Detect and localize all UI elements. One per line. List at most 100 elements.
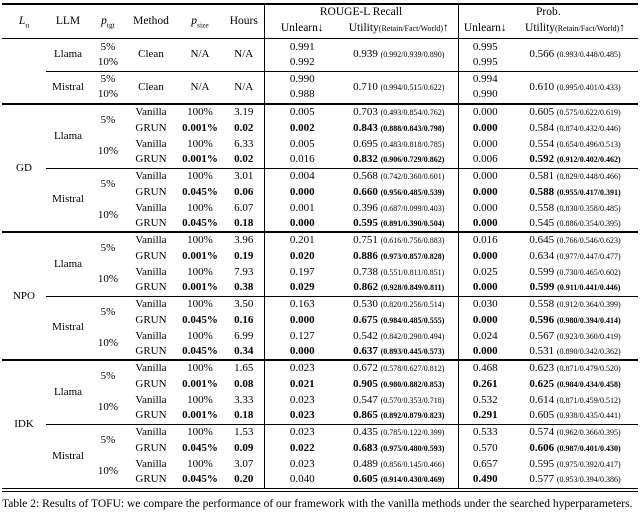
psize-cell: 0.045%	[176, 184, 224, 200]
utility-detail: (0.891/0.390/0.504)	[380, 219, 445, 228]
rouge-utility-cell: 0.595 (0.891/0.390/0.504)	[340, 216, 458, 232]
unlearn-value: 0.197	[289, 265, 315, 278]
method-label: Clean	[138, 80, 164, 93]
unlearn-value: 0.016	[289, 153, 315, 166]
psize-cell: 100%	[176, 328, 224, 344]
method-cell: Vanilla	[126, 456, 176, 472]
method-label: Vanilla	[135, 425, 167, 438]
prob-utility-cell: 0.599 (0.911/0.441/0.446)	[512, 280, 638, 296]
psize-value: 0.045%	[182, 473, 218, 486]
col-rouge-unlearn: Unlearn↓	[263, 20, 340, 38]
unlearn-value: 0.023	[289, 409, 315, 422]
table-row: Llama 5% 10% Clean N/A N/A 0.991 0.992 0.939 (0.…	[2, 38, 638, 71]
unlearn-value: 0.001	[289, 201, 315, 214]
hours-cell: 0.02	[224, 152, 264, 168]
prob-unlearn-cell: 0.000	[457, 344, 513, 360]
utility-detail: (0.928/0.849/0.811)	[380, 283, 445, 293]
utility-value: 0.568	[353, 169, 378, 182]
method-label: Vanilla	[135, 297, 167, 310]
utility-detail: (0.973/0.857/0.828)	[380, 251, 445, 261]
rouge-unlearn-cell: 0.197	[263, 264, 340, 280]
hours-cell: N/A	[224, 38, 264, 71]
rouge-utility-cell: 0.843 (0.888/0.843/0.798)	[340, 120, 458, 136]
prob-unlearn-cell: 0.291	[457, 408, 513, 424]
utility-value: 0.614	[529, 393, 555, 406]
unlearn-value: 0.000	[472, 137, 498, 150]
unlearn-value: 0.291	[472, 409, 498, 422]
psize-cell: 0.045%	[176, 344, 224, 360]
utility-detail: (0.871/0.479/0.520)	[556, 364, 621, 373]
method-label: GRUN	[135, 281, 167, 294]
utility-value: 0.605	[353, 473, 378, 486]
unlearn-value: 0.570	[472, 441, 498, 454]
rouge-utility-cell: 0.751 (0.616/0.756/0.883)	[340, 232, 458, 248]
hours-cell: 0.38	[224, 280, 264, 296]
rouge-utility-cell: 0.710 (0.994/0.515/0.622)	[340, 70, 459, 104]
paper-table-page: Lu LLM ptgt Method psize Hours ROUGE-L R…	[0, 3, 640, 516]
rouge-unlearn-cell: 0.990 0.988	[263, 70, 340, 104]
utility-value: 0.606	[529, 441, 555, 454]
col-lu: Lu	[18, 14, 30, 30]
method-label: GRUN	[135, 377, 167, 390]
psize-value: 100%	[187, 297, 213, 310]
method-label: Vanilla	[135, 457, 167, 470]
method-cell: GRUN	[126, 376, 176, 392]
prob-unlearn-cell: 0.000	[457, 312, 513, 328]
utility-detail: (0.856/0.145/0.466)	[380, 459, 445, 469]
unlearn-value: 0.000	[472, 121, 498, 134]
psize-cell: 100%	[176, 360, 224, 376]
psize-value: 0.001%	[182, 281, 218, 294]
prob-utility-cell: 0.545 (0.886/0.354/0.395)	[512, 216, 638, 232]
psize-value: 100%	[187, 234, 213, 246]
utility-value: 0.623	[529, 362, 555, 374]
utility-detail: (0.886/0.354/0.395)	[556, 219, 621, 228]
utility-detail: (0.893/0.445/0.573)	[380, 347, 445, 356]
method-label: Vanilla	[135, 362, 167, 374]
prob-unlearn-cell: 0.261	[457, 376, 513, 392]
llm-cell: Llama	[46, 104, 90, 168]
utility-value: 0.545	[529, 217, 555, 229]
table-row: Mistral 5% Vanilla 100% 3.01 0.004 0.568 (0.74…	[2, 167, 639, 232]
unlearn-value: 0.023	[289, 425, 315, 438]
hours-cell: 3.96	[224, 232, 264, 248]
method-cell: GRUN	[126, 184, 176, 200]
unlearn-value: 0.000	[472, 169, 498, 182]
hours-cell: 7.93	[224, 264, 264, 280]
prob-utility-cell: 0.577 (0.953/0.394/0.386)	[512, 472, 638, 488]
unlearn-value: 0.000	[472, 106, 498, 118]
utility-value: 0.865	[353, 409, 378, 422]
psize-cell: 100%	[176, 200, 224, 216]
psize-value: 100%	[187, 425, 213, 438]
method-cell: Vanilla	[126, 423, 176, 440]
unlearn-value: 0.468	[472, 362, 498, 374]
utility-value: 0.599	[529, 265, 555, 278]
prob-unlearn-cell: 0.570	[457, 440, 513, 456]
utility-value: 0.675	[353, 313, 378, 326]
hours-cell: 3.50	[224, 295, 264, 312]
utility-detail: (0.570/0.353/0.718)	[380, 395, 445, 405]
rouge-unlearn-cell: 0.029	[263, 280, 340, 296]
rouge-utility-cell: 0.660 (0.956/0.485/0.539)	[340, 184, 458, 200]
method-cell: Vanilla	[126, 295, 176, 312]
utility-value: 0.905	[353, 377, 378, 390]
ptgt-cell: 5% 10%	[97, 40, 119, 68]
col-hours: Hours	[229, 14, 258, 27]
utility-detail: (0.980/0.394/0.414)	[556, 315, 621, 325]
unlearn-value: 0.016	[472, 234, 498, 246]
hours-value: N/A	[234, 80, 254, 93]
hours-value: 0.08	[234, 377, 254, 390]
unlearn-value: 0.004	[289, 169, 315, 182]
table-row: GRUN 0.045% 0.06 0.000 0.660 (0.956/0.485/0.…	[2, 184, 638, 200]
psize-value: 100%	[187, 362, 213, 374]
method-cell: GRUN	[126, 152, 176, 168]
utility-detail: (0.616/0.756/0.883)	[380, 236, 445, 245]
ptgt-value: 10%	[97, 145, 119, 158]
hours-cell: 0.08	[224, 376, 264, 392]
unlearn-value: 0.005	[289, 106, 315, 118]
ptgt-cell: 5%	[90, 232, 126, 264]
hours-cell: 1.65	[224, 360, 264, 376]
table-row: 10% Vanilla 100% 3.07 0.023 0.489 (0.856/0.14…	[2, 456, 638, 477]
utility-value: 0.554	[529, 137, 555, 150]
utility-detail: (0.987/0.401/0.430)	[556, 443, 621, 453]
hours-value: 3.50	[234, 297, 254, 310]
